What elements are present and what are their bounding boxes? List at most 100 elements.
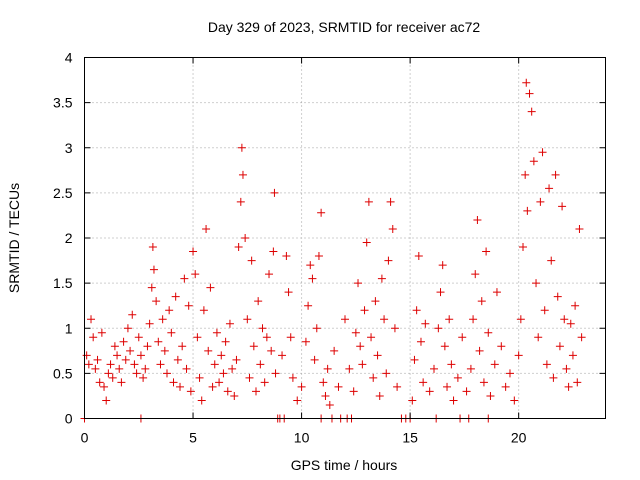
y-tick-label: 3 <box>65 140 73 156</box>
data-point <box>165 306 174 315</box>
data-point <box>143 342 152 351</box>
data-point <box>167 328 176 337</box>
data-point <box>549 373 558 382</box>
data-point <box>262 333 271 342</box>
data-points <box>80 78 586 423</box>
data-point <box>265 270 274 279</box>
data-point <box>197 396 206 405</box>
data-point <box>536 197 545 206</box>
data-point <box>510 396 519 405</box>
data-point <box>522 78 531 87</box>
x-tick-label: 10 <box>294 430 310 446</box>
data-point <box>475 346 484 355</box>
y-axis-title: SRMTID / TECUs <box>6 183 22 293</box>
data-point <box>219 369 228 378</box>
data-point <box>490 360 499 369</box>
data-point <box>482 247 491 256</box>
data-point <box>152 297 161 306</box>
y-tick-label: 1 <box>65 320 73 336</box>
data-point <box>221 337 230 346</box>
data-point <box>519 243 528 252</box>
data-point <box>89 333 98 342</box>
data-point <box>176 382 185 391</box>
data-point <box>193 333 202 342</box>
data-point <box>523 206 532 215</box>
data-point <box>139 373 148 382</box>
data-point <box>225 319 234 328</box>
data-point <box>102 396 111 405</box>
data-point <box>236 197 245 206</box>
x-tick-label: 0 <box>81 430 89 446</box>
data-point <box>160 346 169 355</box>
data-point <box>545 184 554 193</box>
data-point <box>254 297 263 306</box>
data-point <box>330 346 339 355</box>
data-point <box>529 157 538 166</box>
data-point <box>230 391 239 400</box>
data-point <box>412 306 421 315</box>
data-point <box>189 247 198 256</box>
data-point <box>341 315 349 324</box>
data-point <box>278 351 287 360</box>
data-point <box>492 288 501 297</box>
data-point <box>202 224 211 233</box>
data-point <box>440 342 449 351</box>
data-point <box>393 382 402 391</box>
data-point <box>243 315 252 324</box>
data-point <box>358 360 367 369</box>
data-point <box>293 396 302 405</box>
data-point <box>93 355 102 364</box>
data-point <box>245 373 254 382</box>
data-point <box>462 387 471 396</box>
data-point <box>449 396 458 405</box>
data-point <box>123 324 132 333</box>
data-point <box>241 234 250 242</box>
data-point <box>119 337 128 346</box>
data-point <box>95 378 104 387</box>
data-point <box>171 292 180 301</box>
data-point <box>195 373 204 382</box>
data-point <box>141 364 150 373</box>
data-point <box>217 351 226 360</box>
data-point <box>525 89 534 98</box>
data-point <box>564 382 573 391</box>
data-point <box>527 107 536 116</box>
data-point <box>571 301 580 310</box>
data-point <box>269 247 278 256</box>
data-point <box>568 351 577 360</box>
data-point <box>425 387 434 396</box>
data-point <box>301 337 310 346</box>
data-point <box>158 315 167 324</box>
data-point <box>575 224 584 233</box>
data-point <box>443 382 452 391</box>
data-point <box>271 369 280 378</box>
data-point <box>173 355 182 364</box>
data-point <box>505 369 514 378</box>
data-point <box>540 306 549 315</box>
y-tick-label: 0 <box>65 411 73 427</box>
data-point <box>258 324 267 333</box>
data-point <box>547 256 556 265</box>
data-point <box>304 301 313 310</box>
data-point <box>106 360 115 369</box>
data-point <box>234 243 243 252</box>
data-point <box>430 364 439 373</box>
data-point <box>573 378 582 387</box>
data-point <box>297 382 306 391</box>
data-point <box>382 369 391 378</box>
axis-ticks: 0 5 10 15 20 0 0.5 1 1.5 2 2.5 3 3.5 4 <box>53 50 606 446</box>
data-point <box>267 346 276 355</box>
data-point <box>180 274 189 283</box>
data-point <box>186 387 195 396</box>
data-point <box>356 342 365 351</box>
y-tick-label: 4 <box>65 50 73 66</box>
data-point <box>97 328 106 337</box>
data-point <box>410 355 419 364</box>
data-point <box>182 364 191 373</box>
data-point <box>162 369 171 378</box>
grid <box>84 57 606 419</box>
data-point <box>484 328 493 337</box>
data-point <box>247 256 256 265</box>
y-tick-label: 2.5 <box>53 185 73 201</box>
